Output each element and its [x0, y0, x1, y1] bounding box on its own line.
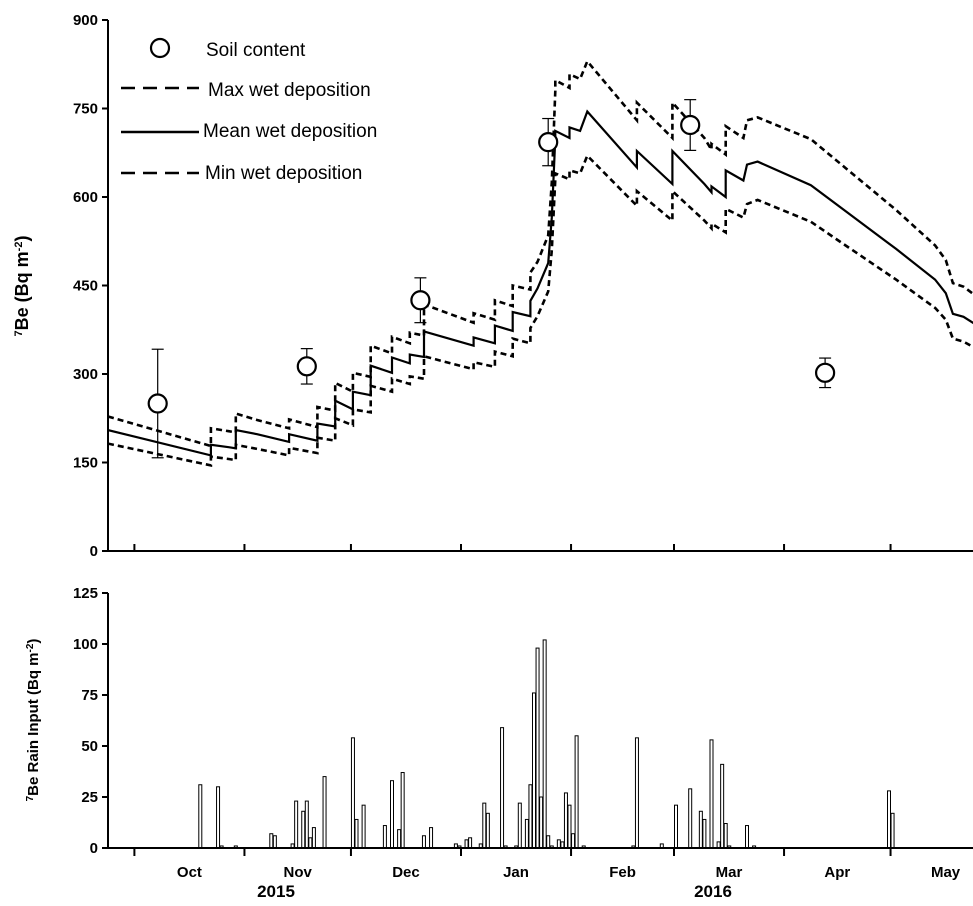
rain-input-bar — [216, 786, 221, 849]
rain-input-bar — [890, 812, 895, 849]
top-y-axis-title: 7Be (Bq m-2) — [12, 236, 32, 337]
rain-input-bar — [517, 802, 522, 849]
rain-input-bar — [698, 810, 703, 849]
rain-input-bar — [887, 790, 891, 849]
top-y-axis: 0 150 300 450 600 750 900 — [73, 12, 109, 560]
rain-input-bar — [709, 739, 714, 849]
month-label: Nov — [284, 864, 313, 881]
rain-input-bar — [361, 804, 366, 849]
max-wet-deposition-line — [108, 58, 973, 448]
month-label: Mar — [716, 864, 743, 881]
top-y-tick-label: 750 — [73, 101, 98, 118]
bottom-y-tick-label: 75 — [81, 687, 98, 704]
soil-content-point — [147, 393, 168, 414]
rain-input-bar — [567, 804, 572, 849]
legend-max-label: Max wet deposition — [208, 80, 371, 101]
soil-content-point — [410, 290, 431, 311]
rain-input-bar — [311, 827, 316, 849]
soil-content-markers — [147, 99, 836, 459]
legend-mean-label: Mean wet deposition — [203, 121, 377, 142]
mean-wet-deposition-line — [108, 109, 973, 457]
legend-soil-marker — [149, 37, 171, 59]
rain-input-bar — [500, 727, 505, 849]
rain-input-bar — [198, 784, 203, 849]
rain-input-bar — [571, 833, 576, 849]
rain-input-bar — [563, 792, 568, 849]
month-label: Oct — [177, 864, 202, 881]
rain-input-bar — [400, 772, 405, 849]
rain-input-bar — [745, 825, 749, 849]
rain-input-bar — [720, 763, 725, 849]
bottom-y-tick-label: 100 — [73, 636, 98, 653]
rain-input-bar — [397, 829, 402, 849]
rain-input-bar — [269, 833, 274, 849]
bottom-panel: 0 25 50 75 100 125 7Be Rain Input (Bq m-2) Oc… — [25, 585, 973, 901]
legend-soil-label: Soil content — [206, 40, 306, 61]
top-y-tick-label: 600 — [73, 189, 98, 206]
top-x-axis — [108, 544, 973, 552]
rain-input-bar — [294, 800, 299, 849]
rain-input-bar — [301, 810, 306, 849]
top-y-tick-label: 300 — [73, 366, 98, 383]
rain-input-bar — [350, 737, 355, 849]
legend: Soil content Max wet deposition Mean wet… — [121, 37, 377, 184]
soil-content-point — [680, 114, 701, 136]
month-label: May — [931, 864, 961, 881]
top-y-tick-label: 0 — [90, 543, 98, 560]
bottom-y-axis-title: 7Be Rain Input (Bq m-2) — [25, 639, 43, 802]
legend-min-label: Min wet deposition — [205, 163, 362, 184]
rain-input-bar — [723, 823, 728, 849]
rain-input-bar — [354, 818, 359, 849]
top-y-tick-label: 900 — [73, 12, 98, 29]
soil-content-point — [538, 132, 559, 153]
rain-input-bar — [535, 647, 540, 849]
rain-input-bar — [485, 812, 490, 849]
month-label: Jan — [503, 864, 529, 881]
bottom-y-tick-label: 125 — [73, 585, 98, 602]
rain-input-bar — [528, 784, 533, 849]
rain-input-bar — [539, 796, 544, 849]
rain-input-bar — [482, 802, 487, 849]
month-label: Dec — [392, 864, 420, 881]
rain-input-bar — [304, 800, 309, 849]
year-label-2016: 2016 — [694, 882, 732, 901]
rain-input-bar — [542, 639, 547, 849]
top-panel: 0 150 300 450 600 750 900 7Be (Bq m-2) Soil co… — [12, 12, 973, 560]
rain-input-bar — [429, 827, 434, 849]
bottom-y-tick-label: 25 — [81, 789, 98, 806]
bottom-y-axis: 0 25 50 75 100 125 — [73, 585, 109, 857]
bottom-x-axis: Oct Nov Dec Jan Feb Mar Apr May — [108, 847, 973, 881]
rain-input-bar — [546, 835, 551, 849]
rain-input-bar — [468, 837, 473, 849]
year-label-2015: 2015 — [257, 882, 295, 901]
rain-input-bar — [634, 737, 639, 849]
bottom-y-tick-label: 50 — [81, 738, 98, 755]
rain-bars — [198, 639, 895, 849]
rain-input-bar — [464, 839, 469, 849]
rain-input-bar — [688, 788, 693, 849]
top-series — [108, 58, 973, 468]
rain-input-bar — [382, 825, 387, 849]
month-label: Feb — [609, 864, 636, 881]
rain-input-bar — [272, 835, 277, 849]
rain-input-bar — [308, 837, 313, 849]
rain-input-bar — [532, 692, 536, 849]
rain-input-bar — [524, 818, 529, 849]
rain-input-bar — [574, 735, 579, 849]
soil-content-point — [814, 362, 836, 383]
rain-input-bar — [322, 776, 327, 849]
rain-input-bar — [674, 804, 678, 849]
month-label: Apr — [824, 864, 850, 881]
min-wet-deposition-line — [108, 153, 973, 468]
top-y-tick-label: 150 — [73, 455, 98, 472]
bottom-y-tick-label: 0 — [90, 840, 98, 857]
rain-input-bar — [702, 818, 707, 849]
rain-input-bar — [421, 835, 426, 849]
rain-input-bar — [556, 839, 561, 849]
soil-content-point — [296, 356, 317, 377]
rain-input-bar — [390, 780, 394, 849]
top-y-tick-label: 450 — [73, 278, 98, 295]
